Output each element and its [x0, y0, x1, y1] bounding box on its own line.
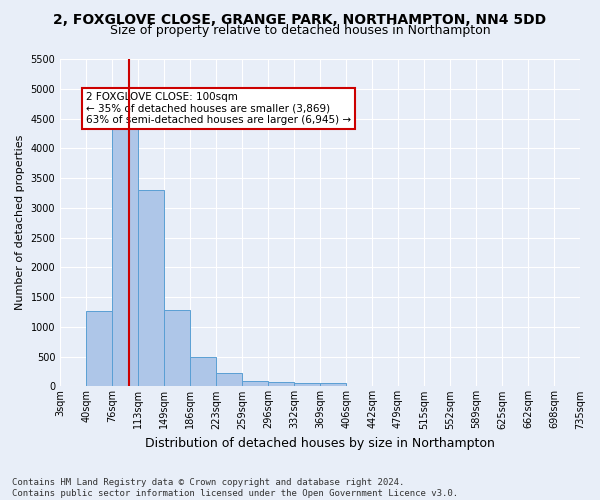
Bar — [268, 382, 294, 386]
Bar — [294, 383, 320, 386]
Text: Contains HM Land Registry data © Crown copyright and database right 2024.
Contai: Contains HM Land Registry data © Crown c… — [12, 478, 458, 498]
Bar — [164, 310, 190, 386]
Y-axis label: Number of detached properties: Number of detached properties — [15, 135, 25, 310]
Bar — [216, 373, 242, 386]
Bar — [138, 190, 164, 386]
X-axis label: Distribution of detached houses by size in Northampton: Distribution of detached houses by size … — [145, 437, 495, 450]
Text: 2, FOXGLOVE CLOSE, GRANGE PARK, NORTHAMPTON, NN4 5DD: 2, FOXGLOVE CLOSE, GRANGE PARK, NORTHAMP… — [53, 12, 547, 26]
Bar — [242, 381, 268, 386]
Bar — [86, 311, 112, 386]
Bar — [112, 128, 138, 386]
Bar — [320, 384, 346, 386]
Text: 2 FOXGLOVE CLOSE: 100sqm
← 35% of detached houses are smaller (3,869)
63% of sem: 2 FOXGLOVE CLOSE: 100sqm ← 35% of detach… — [86, 92, 351, 125]
Text: Size of property relative to detached houses in Northampton: Size of property relative to detached ho… — [110, 24, 490, 37]
Bar — [190, 357, 216, 386]
